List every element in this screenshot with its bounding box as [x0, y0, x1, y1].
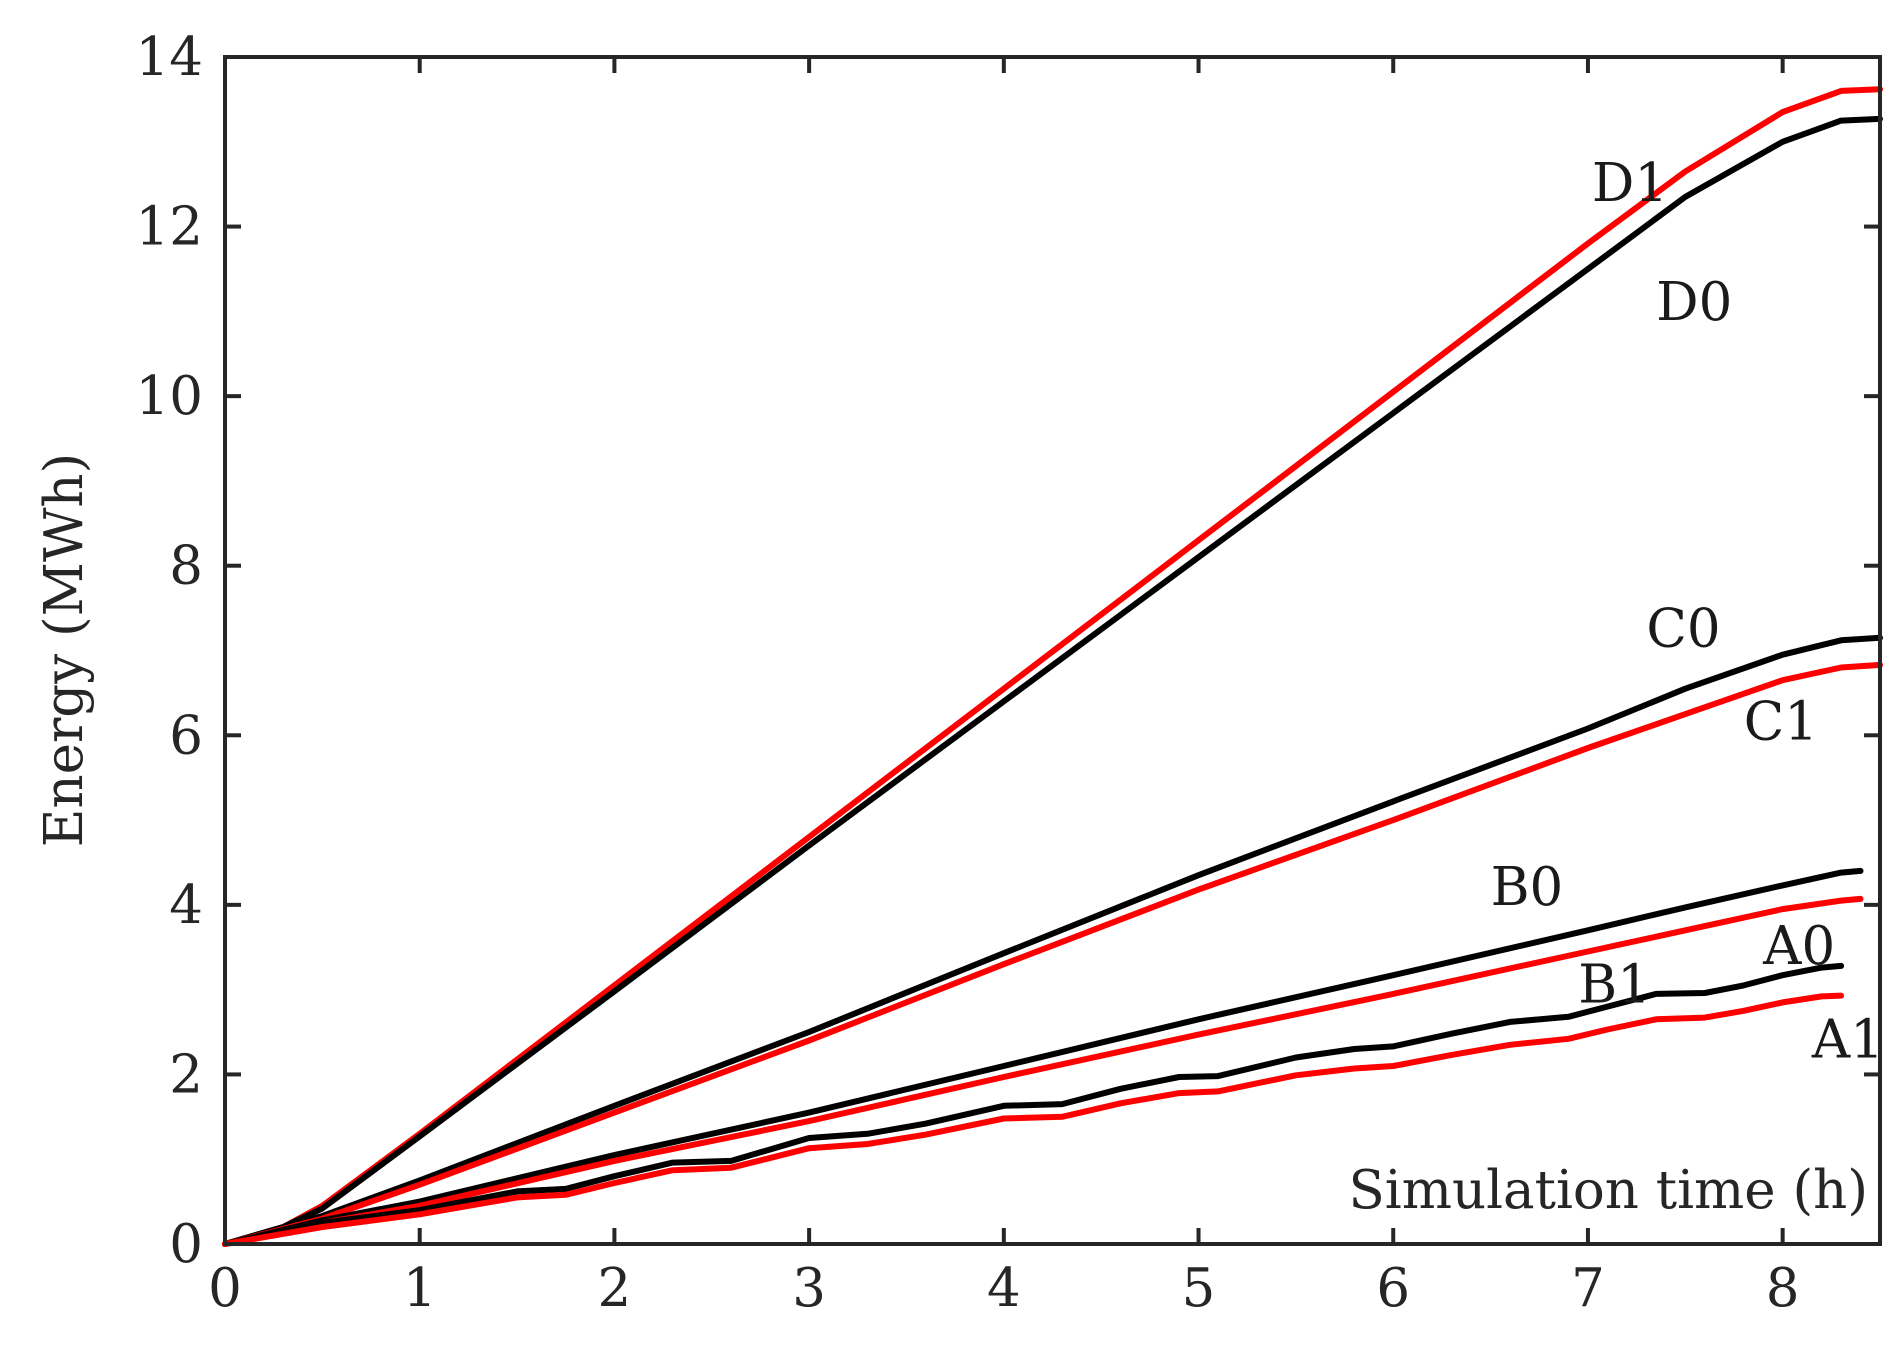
- y-tick-label: 4: [169, 875, 203, 936]
- plot-frame: [223, 55, 1882, 1246]
- x-axis-label: Simulation time (h): [1348, 1160, 1868, 1221]
- x-tick-label: 3: [792, 1258, 826, 1319]
- x-tick-label: 5: [1182, 1258, 1216, 1319]
- y-tick-label: 10: [136, 366, 203, 427]
- y-tick-label: 8: [169, 536, 203, 597]
- y-tick-label: 14: [136, 27, 203, 88]
- y-tick-label: 0: [169, 1214, 203, 1275]
- series-line-c1: [222, 661, 1883, 1247]
- series-layer: [222, 86, 1883, 1247]
- series-label-c0: C0: [1646, 598, 1720, 659]
- series-line-b0: [222, 867, 1864, 1247]
- y-tick-label: 6: [169, 705, 203, 766]
- x-tick-label: 0: [208, 1258, 242, 1319]
- x-tick-label: 6: [1376, 1258, 1410, 1319]
- series-label-d0: D0: [1656, 272, 1732, 333]
- series-label-a1: A1: [1811, 1009, 1884, 1070]
- series-label-c1: C1: [1744, 692, 1818, 753]
- x-tick-label: 7: [1571, 1258, 1605, 1319]
- series-label-b0: B0: [1491, 857, 1564, 918]
- y-axis-label: Energy (MWh): [34, 453, 95, 847]
- x-tick-label: 2: [598, 1258, 632, 1319]
- series-line-a1: [222, 992, 1845, 1247]
- x-tick-label: 4: [987, 1258, 1021, 1319]
- x-tick-label: 1: [403, 1258, 437, 1319]
- series-line-d0: [222, 115, 1883, 1247]
- x-tick-label: 8: [1766, 1258, 1800, 1319]
- y-tick-label: 2: [169, 1044, 203, 1105]
- series-label-a0: A0: [1762, 916, 1835, 977]
- series-label-b1: B1: [1578, 954, 1651, 1015]
- y-tick-label: 12: [136, 197, 203, 258]
- series-line-c0: [222, 634, 1883, 1247]
- series-line-a0: [222, 962, 1845, 1247]
- series-line-b1: [222, 895, 1864, 1247]
- series-label-d1: D1: [1592, 153, 1668, 214]
